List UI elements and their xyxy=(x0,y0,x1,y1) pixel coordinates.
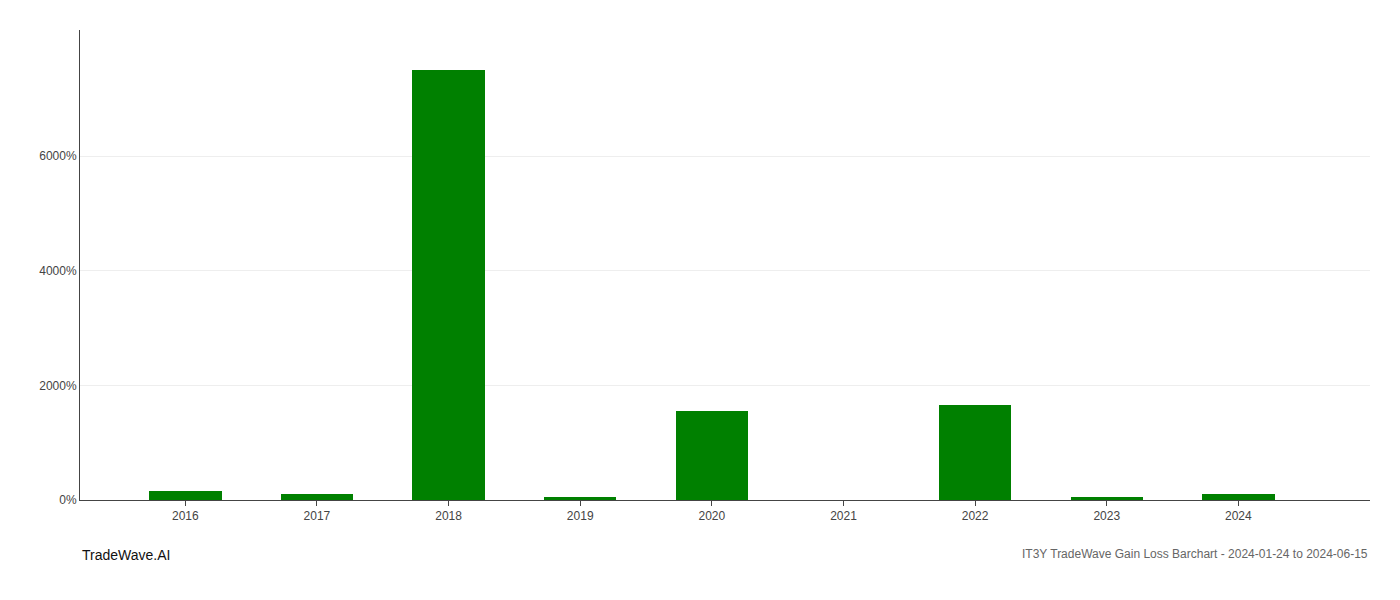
svg-text:IT3Y TradeWave Gain Loss Barch: IT3Y TradeWave Gain Loss Barchart - 2024… xyxy=(1022,547,1368,561)
svg-text:2000%: 2000% xyxy=(39,379,77,393)
svg-text:2021: 2021 xyxy=(830,509,857,523)
svg-text:2022: 2022 xyxy=(962,509,989,523)
svg-text:2020: 2020 xyxy=(698,509,725,523)
svg-text:2024: 2024 xyxy=(1225,509,1252,523)
svg-text:2017: 2017 xyxy=(304,509,331,523)
svg-text:2018: 2018 xyxy=(435,509,462,523)
svg-text:0%: 0% xyxy=(59,493,77,507)
svg-text:2023: 2023 xyxy=(1093,509,1120,523)
svg-text:6000%: 6000% xyxy=(39,149,77,163)
svg-text:2016: 2016 xyxy=(172,509,199,523)
svg-text:2019: 2019 xyxy=(567,509,594,523)
svg-text:4000%: 4000% xyxy=(39,264,77,278)
svg-text:TradeWave.AI: TradeWave.AI xyxy=(82,547,170,563)
